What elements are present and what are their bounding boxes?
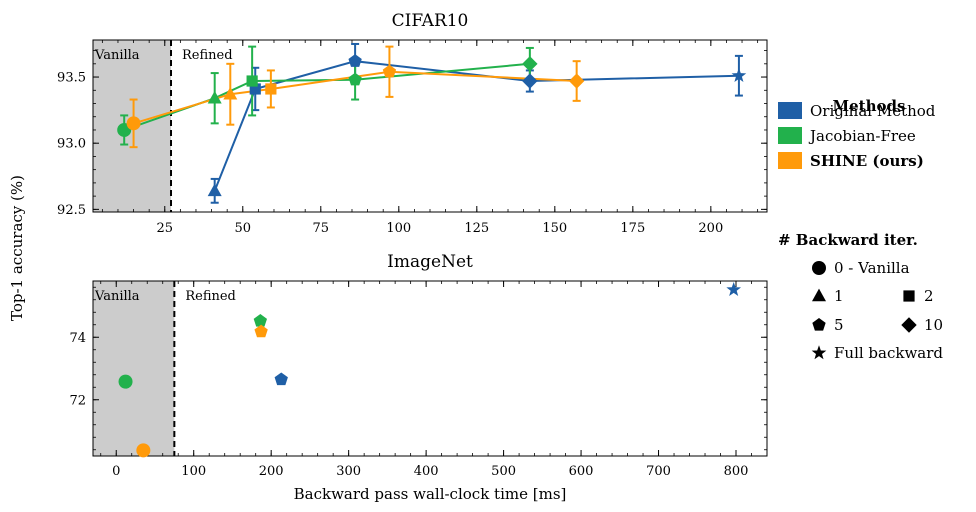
legend-iter-label-circle: 0 - Vanilla: [834, 259, 910, 277]
cifar10-refined-label: Refined: [182, 48, 233, 63]
cifar10-xtick-label: 175: [620, 221, 645, 236]
legend-iter-label-triangle: 1: [834, 287, 844, 305]
imagenet-title: ImageNet: [387, 252, 473, 272]
legend-iter-label-pentagon: 5: [834, 316, 844, 334]
imagenet-vanilla-region: [93, 281, 175, 456]
y-axis-label: Top-1 accuracy (%): [8, 175, 26, 321]
cifar10-xtick-label: 200: [698, 221, 723, 236]
cifar10-point-circle: [126, 116, 141, 131]
imagenet-xtick-label: 0: [112, 464, 120, 479]
cifar10-point-triangle: [207, 90, 222, 104]
cifar10-xtick-label: 150: [542, 221, 567, 236]
cifar10-point-diamond: [568, 73, 585, 89]
imagenet-ytick-label: 72: [69, 393, 86, 408]
legend-iter-label-star: Full backward: [834, 344, 943, 362]
imagenet-ytick-label: 74: [69, 331, 86, 346]
cifar10-xtick-label: 25: [156, 221, 173, 236]
imagenet-xtick-label: 400: [414, 464, 439, 479]
cifar10-vanilla-label: Vanilla: [94, 48, 140, 63]
cifar10-point-square: [246, 75, 258, 87]
legend-marker-circle: [812, 261, 826, 275]
legend-swatch-jacobian: [778, 127, 802, 144]
imagenet-xtick-label: 300: [336, 464, 361, 479]
cifar10-xtick-label: 75: [313, 221, 330, 236]
cifar10-ytick-label: 92.5: [57, 203, 86, 218]
imagenet-xtick-label: 700: [646, 464, 671, 479]
cifar10-point-pentagon: [382, 64, 397, 78]
imagenet-point-star: [726, 282, 742, 296]
cifar10-point-triangle: [207, 183, 222, 197]
imagenet-plot-frame: [92, 280, 768, 457]
cifar10-xtick-label: 100: [386, 221, 411, 236]
legend-method-label-shine: SHINE (ours): [810, 152, 924, 170]
cifar10-xtick-label: 125: [464, 221, 489, 236]
legend-iter-label-square: 2: [924, 287, 934, 305]
x-axis-label: Backward pass wall-clock time [ms]: [294, 485, 567, 503]
cifar10-point-diamond: [522, 73, 538, 89]
legend-methods-title: Methods: [833, 97, 906, 115]
cifar10-plot-frame: [92, 39, 768, 213]
cifar10-point-diamond: [522, 56, 538, 72]
cifar10-point-square: [265, 83, 277, 95]
imagenet-point-circle: [118, 374, 133, 389]
imagenet-xtick-label: 500: [491, 464, 516, 479]
imagenet-point-pentagon: [253, 314, 267, 327]
imagenet-xtick-label: 800: [724, 464, 749, 479]
legend-swatch-original: [778, 102, 802, 119]
legend-swatch-shine: [778, 152, 802, 169]
imagenet-refined-label: Refined: [185, 289, 236, 304]
cifar10-point-star: [731, 68, 747, 82]
imagenet-point-pentagon: [274, 372, 288, 386]
cifar10-point-pentagon: [348, 72, 362, 86]
imagenet-point-circle: [136, 443, 151, 458]
legend-iter-label-diamond: 10: [924, 316, 943, 334]
imagenet-point-pentagon: [254, 324, 268, 338]
cifar10-xtick-label: 50: [235, 221, 252, 236]
imagenet-xtick-label: 200: [259, 464, 284, 479]
legend-marker-pentagon: [812, 318, 826, 331]
cifar10-ytick-label: 93.0: [57, 137, 86, 152]
legend-marker-triangle: [812, 288, 826, 302]
legend-iter-title: # Backward iter.: [778, 231, 918, 249]
imagenet-xtick-label: 600: [569, 464, 594, 479]
cifar10-point-triangle: [223, 86, 238, 100]
cifar10-ytick-label: 93.5: [57, 71, 86, 86]
imagenet-vanilla-label: Vanilla: [94, 289, 140, 304]
legend-marker-star: [811, 345, 827, 360]
legend-marker-diamond: [901, 317, 917, 333]
cifar10-point-pentagon: [348, 54, 362, 67]
legend-marker-square: [903, 290, 915, 302]
legend-method-label-jacobian: Jacobian-Free: [808, 127, 916, 145]
imagenet-xtick-label: 100: [181, 464, 206, 479]
legend-method-label-original: Original Method: [810, 102, 936, 120]
cifar10-title: CIFAR10: [392, 11, 469, 31]
